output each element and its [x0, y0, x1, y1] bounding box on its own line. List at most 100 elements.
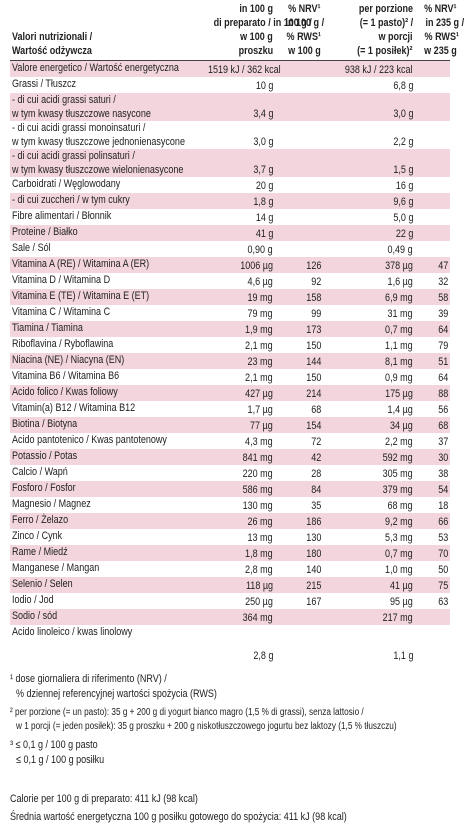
value-text: 140	[305, 564, 321, 576]
nutrient-row: Valore energetico / Wartość energetyczna…	[10, 60, 450, 77]
value-text: 77 µg	[250, 420, 273, 432]
value-text: 427 µg	[245, 388, 273, 400]
nutrient-name: Magnesio / Magnez	[10, 497, 190, 513]
nutrient-value: 2,1 mg	[190, 337, 275, 353]
name-text: Sale / Sól	[12, 242, 51, 254]
header-line: % RWS¹	[417, 30, 459, 44]
footnote-text: ≤ 0,1 g / 100 g posiłku	[16, 754, 105, 766]
value-text: 841 mg	[242, 452, 273, 464]
value-text: 175 µg	[385, 388, 413, 400]
value-text: 1,8 mg	[245, 548, 273, 560]
header-line: w 100 g	[192, 30, 273, 44]
value-text: 0,9 mg	[385, 372, 413, 384]
nutrient-value: 2,2 mg	[323, 433, 415, 449]
value-text: 0,7 mg	[385, 324, 413, 336]
value-text: 1,6 µg	[387, 276, 413, 288]
nutrient-value: 214	[275, 385, 323, 401]
nutrient-row: Vitamina E (TE) / Witamina E (ET) 19 mg 15…	[10, 289, 450, 305]
nutrient-value: 84	[275, 481, 323, 497]
nutrient-name: Fosforo / Fosfor	[10, 481, 190, 497]
value-text: 5,0 g	[392, 212, 413, 224]
nutrient-value: 1,8 mg	[190, 545, 275, 561]
value-text: 1,9 mg	[245, 324, 273, 336]
nutrient-value	[275, 177, 323, 193]
nutrient-row: Manganese / Mangan 2,8 mg 140 1,0 mg 50	[10, 561, 450, 577]
nutrient-row: Zinco / Cynk 13 mg 130 5,3 mg 53	[10, 529, 450, 545]
header-line: w 100 g	[277, 44, 321, 58]
nutrient-value: 10 g	[190, 77, 275, 93]
nutrient-value: 14 g	[190, 209, 275, 225]
name-text: Acido linoleico / kwas linolowy	[12, 626, 133, 638]
footnote-line: w 1 porcji (= jeden posiłek): 35 g prosz…	[10, 720, 465, 734]
nutrient-value: 215	[275, 577, 323, 593]
value-text: 2,8 g	[252, 650, 273, 662]
name-text: Vitamina D / Witamina D	[12, 274, 111, 286]
nutrient-value: 38	[415, 465, 450, 481]
nutrient-value: 79 mg	[190, 305, 275, 321]
header-text: w 100 g	[240, 31, 273, 43]
nutrient-value: 22 g	[323, 225, 415, 241]
nutrient-value: 158	[275, 289, 323, 305]
nutrient-value	[275, 625, 323, 663]
header-line: di preparato / in 100 g /	[192, 16, 312, 30]
nutrient-row: Vitamina B6 / Witamina B6 2,1 mg 150 0,9 mg…	[10, 369, 450, 385]
name-line: w tym kwasy tłuszczowe wielonienasycone	[12, 163, 188, 177]
nutrient-value: 2,8 mg	[190, 561, 275, 577]
nutrient-name: Sodio / sód	[10, 609, 190, 625]
nutrient-value: 175 µg	[323, 385, 415, 401]
nutrient-name: Vitamina B6 / Witamina B6	[10, 369, 190, 385]
nutrient-value	[415, 93, 450, 121]
nutrient-row: Biotina / Biotyna 77 µg 154 34 µg 68	[10, 417, 450, 433]
nutrient-value: 79	[415, 337, 450, 353]
value-text: 75	[437, 580, 448, 592]
nutrient-row: Acido folico / Kwas foliowy 427 µg 214 175 …	[10, 385, 450, 401]
name-text: Fosforo / Fosfor	[12, 482, 76, 494]
value-text: 68	[437, 420, 448, 432]
nutrient-name: Riboflavina / Ryboflawina	[10, 337, 190, 353]
nutrient-value	[415, 193, 450, 209]
nutrient-value: 379 mg	[323, 481, 415, 497]
nutrient-value: 1,1 mg	[323, 337, 415, 353]
value-text: 68	[310, 404, 321, 416]
footnote-text: ² per porzione (= un pasto): 35 g + 200 …	[10, 707, 364, 718]
nutrient-value	[275, 60, 323, 77]
nutrient-value	[275, 93, 323, 121]
header-text: Wartość odżywcza	[12, 45, 92, 57]
nutrient-value: 126	[275, 257, 323, 273]
nutrient-value	[415, 60, 450, 77]
nutrient-value: 68	[275, 401, 323, 417]
value-text: 9,2 mg	[385, 516, 413, 528]
value-text: 379 mg	[382, 484, 413, 496]
header-text: proszku	[238, 45, 273, 57]
nutrient-value: 20 g	[190, 177, 275, 193]
value-text: 64	[437, 324, 448, 336]
nutrient-value: 1,4 µg	[323, 401, 415, 417]
value-text: 64	[437, 372, 448, 384]
value-text: 88	[437, 388, 448, 400]
nutrient-name: Vitamina E (TE) / Witamina E (ET)	[10, 289, 190, 305]
header-line: (= 1 pasto)² /	[325, 16, 413, 30]
value-text: 5,3 mg	[385, 532, 413, 544]
value-text: 150	[305, 372, 321, 384]
nutrient-value: 54	[415, 481, 450, 497]
nutrient-value: 92	[275, 273, 323, 289]
header-line: w porcji	[325, 30, 413, 44]
value-text: 250 µg	[245, 596, 273, 608]
nutrient-name: Acido pantotenico / Kwas pantotenowy	[10, 433, 190, 449]
name-text: Sodio / sód	[12, 610, 58, 622]
nutrient-name: Potassio / Potas	[10, 449, 190, 465]
value-text: 150	[305, 340, 321, 352]
name-text: Magnesio / Magnez	[12, 498, 91, 510]
nutrient-name: - di cui acidi grassi saturi / w tym kwas…	[10, 93, 190, 121]
nutrient-row: Fibre alimentari / Błonnik 14 g 5,0 g	[10, 209, 450, 225]
nutrient-name: Carboidrati / Węglowodany	[10, 177, 190, 193]
value-text: 58	[437, 292, 448, 304]
header-text: di preparato / in 100 g /	[213, 17, 312, 29]
name-text: - di cui acidi grassi monoinsaturi /	[12, 122, 146, 134]
nutrient-value	[275, 609, 323, 625]
footnote: ² per porzione (= un pasto): 35 g + 200 …	[10, 706, 465, 734]
nutrient-row: Magnesio / Magnez 130 mg 35 68 mg 18	[10, 497, 450, 513]
header-cell: % NRV¹ in 235 g / % RWS¹ w 235 g	[415, 2, 464, 61]
name-line: - di cui acidi grassi saturi /	[12, 93, 188, 107]
header-text: w 235 g	[424, 45, 457, 57]
